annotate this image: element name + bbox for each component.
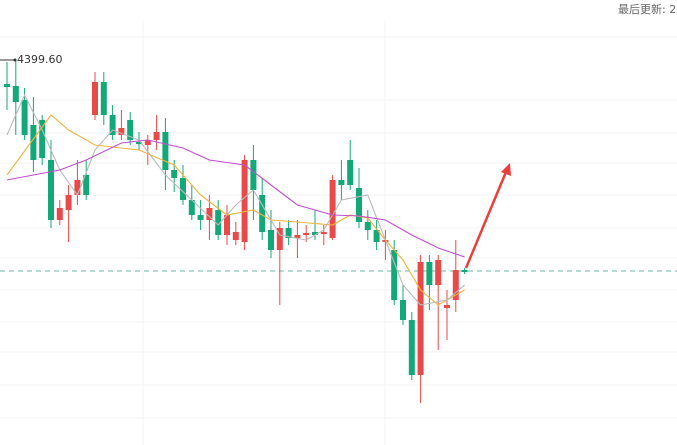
candle-body xyxy=(312,232,318,235)
candle-body xyxy=(30,125,37,160)
plot: 4399.60 xyxy=(0,53,677,403)
candle-body xyxy=(232,232,239,240)
candle-body xyxy=(452,270,459,300)
candle-body xyxy=(356,188,362,222)
candle-body xyxy=(241,160,248,242)
candle-body xyxy=(408,320,415,375)
high-label: 4399.60 xyxy=(17,53,63,66)
candle-body xyxy=(48,160,54,220)
candle-body xyxy=(136,142,142,144)
candle-body xyxy=(206,208,213,220)
candle-body xyxy=(303,233,310,235)
candle-body xyxy=(65,195,72,210)
candle-body xyxy=(285,228,292,238)
candle-body xyxy=(461,270,468,272)
candle-body xyxy=(259,195,266,232)
candle-body xyxy=(197,215,204,220)
candle-body xyxy=(294,235,301,238)
candle-body xyxy=(153,132,160,140)
candle-body xyxy=(426,262,433,285)
arrow-head xyxy=(501,163,511,176)
candle-body xyxy=(435,260,442,285)
candle-body xyxy=(74,180,81,195)
candle-body xyxy=(92,82,98,115)
candle-body xyxy=(250,160,257,190)
candle-body xyxy=(171,170,178,178)
candle-body xyxy=(224,215,230,235)
candle-body xyxy=(320,232,327,234)
trend-arrow xyxy=(464,171,508,269)
candle-body xyxy=(215,210,222,235)
candle-body xyxy=(56,208,63,220)
high-label-dot xyxy=(13,58,17,62)
candle-body xyxy=(144,140,151,145)
candle-body xyxy=(127,120,134,140)
moving-average-line xyxy=(6,139,465,258)
moving-average-line xyxy=(6,93,465,306)
candle-body xyxy=(417,262,424,375)
candle-body xyxy=(347,160,354,185)
candle-body xyxy=(364,222,371,230)
candle-body xyxy=(329,180,336,238)
candle-body xyxy=(4,84,10,87)
candle-body xyxy=(83,175,90,195)
candle-body xyxy=(162,132,169,170)
candle-body xyxy=(400,300,406,320)
candle-body xyxy=(100,82,107,115)
candle-body xyxy=(12,86,19,102)
candle-body xyxy=(276,228,283,250)
candle-body xyxy=(188,200,195,215)
candle-body xyxy=(373,230,380,242)
candle-body xyxy=(118,128,125,135)
candle-body xyxy=(109,115,116,135)
update-text: 最后更新: 2 xyxy=(618,2,676,16)
candle-body xyxy=(39,120,46,158)
candle-body xyxy=(444,305,450,308)
candle-body xyxy=(21,100,28,135)
candle-body xyxy=(391,250,398,300)
candle-body xyxy=(268,230,274,250)
candle-body xyxy=(180,178,186,200)
candle-body xyxy=(338,180,345,185)
